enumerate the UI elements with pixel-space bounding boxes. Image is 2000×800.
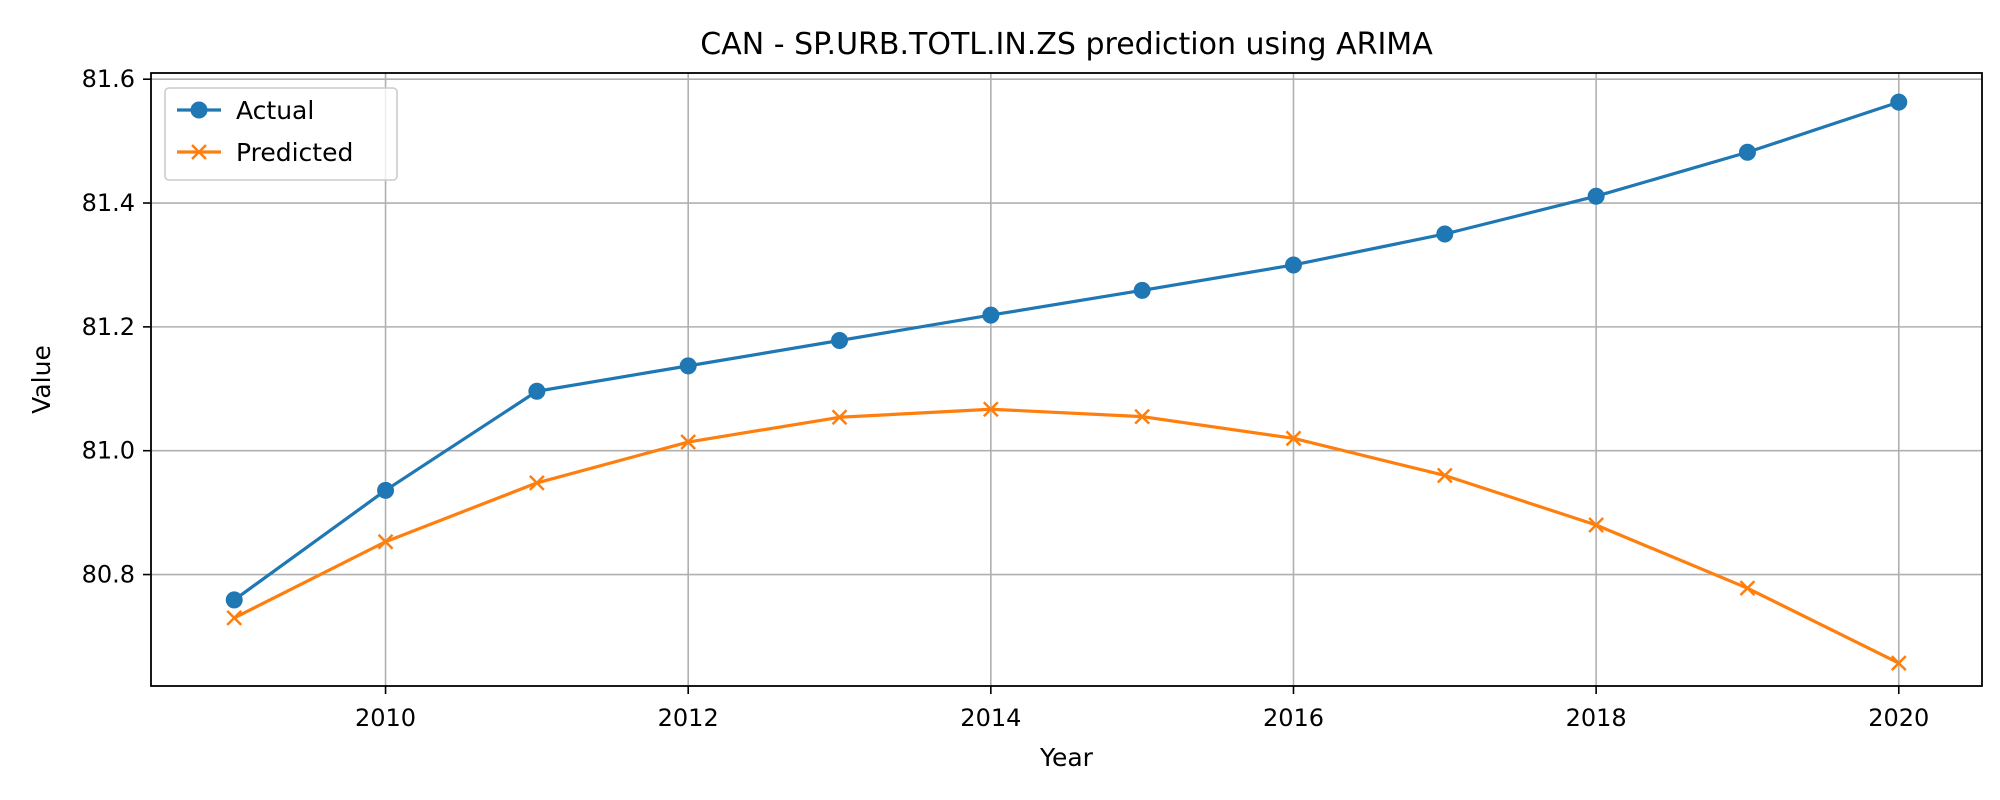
data-point-predicted (982, 401, 999, 418)
data-point-actual (831, 331, 849, 349)
legend: Actual Predicted (164, 87, 398, 181)
y-tick-label: 81.0 (82, 437, 135, 465)
chart-title: CAN - SP.URB.TOTL.IN.ZS prediction using… (700, 27, 1433, 62)
series-line-predicted (233, 407, 1900, 665)
x-tick-label: 2016 (1263, 704, 1324, 732)
x-tick-label: 2014 (960, 704, 1021, 732)
grid (151, 73, 1982, 686)
x-tick-label: 2020 (1868, 704, 1929, 732)
data-point-actual (528, 382, 546, 400)
data-point-actual (1284, 256, 1302, 274)
series-layer (225, 93, 1908, 671)
data-point-predicted (1285, 430, 1302, 447)
data-point-predicted (226, 610, 243, 626)
x-axis-label: Year (1039, 743, 1094, 772)
data-point-actual (1890, 93, 1908, 111)
series-predicted (226, 401, 1907, 671)
data-point-predicted (1739, 580, 1756, 597)
legend-label-actual: Actual (236, 96, 314, 125)
data-point-actual (982, 306, 1000, 324)
data-point-predicted (377, 533, 394, 550)
axis-ticks: 2010 2012 2014 2016 2018 2020 80.8 81.0 81.2 81.4… (82, 65, 1930, 732)
x-tick-label: 2010 (355, 704, 416, 732)
data-point-actual (1133, 281, 1151, 299)
y-tick-label: 81.2 (82, 313, 135, 341)
data-point-predicted (1588, 517, 1605, 533)
legend-label-predicted: Predicted (236, 138, 353, 167)
series-actual (225, 93, 1908, 609)
legend-marker-actual (190, 101, 208, 119)
data-point-actual (1738, 143, 1756, 161)
y-tick-label: 80.8 (82, 561, 135, 589)
data-point-predicted (680, 434, 697, 450)
legend-box (164, 87, 398, 181)
legend-item-actual: Actual (177, 96, 314, 125)
data-point-predicted (528, 475, 545, 491)
data-point-predicted (1134, 408, 1151, 425)
y-tick-label: 81.6 (82, 65, 135, 93)
data-point-actual (225, 591, 243, 609)
data-point-actual (377, 481, 395, 499)
legend-marker-predicted (191, 144, 207, 160)
data-point-predicted (1890, 655, 1907, 671)
x-tick-label: 2012 (658, 704, 719, 732)
series-line-actual (233, 100, 1900, 602)
data-point-actual (1436, 225, 1454, 243)
data-point-actual (1587, 187, 1605, 205)
data-point-predicted (831, 409, 848, 426)
y-axis-label: Value (27, 345, 56, 414)
x-tick-label: 2018 (1566, 704, 1627, 732)
legend-item-predicted: Predicted (177, 138, 353, 167)
plot-frame (150, 72, 1983, 687)
y-tick-label: 81.4 (82, 189, 135, 217)
data-point-actual (679, 357, 697, 375)
data-point-predicted (1436, 467, 1453, 484)
